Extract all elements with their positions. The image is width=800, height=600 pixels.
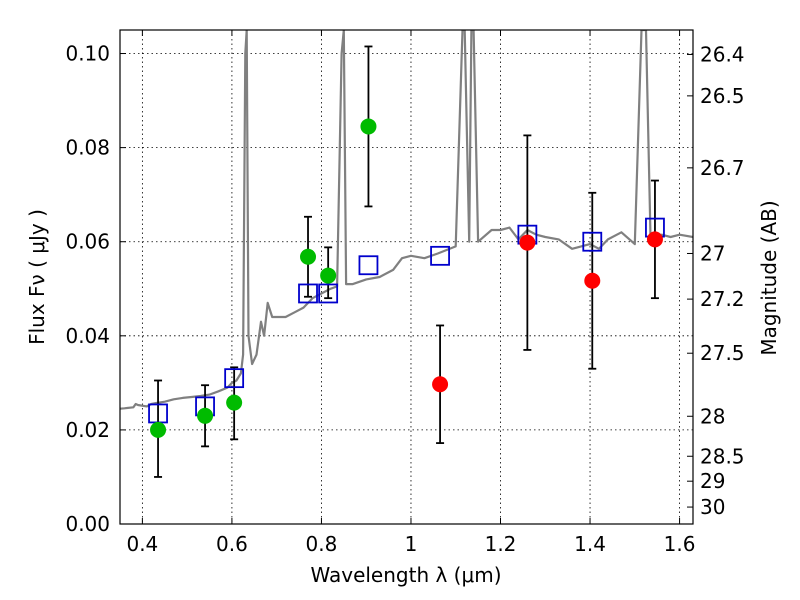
- model-photometry-square: [582, 231, 603, 252]
- y-tick-label: 0.10: [65, 42, 110, 66]
- model-photometry-square: [358, 255, 379, 276]
- observed-point: [226, 394, 243, 411]
- model-spectrum-layer: [120, 30, 693, 410]
- model-photometry-square: [224, 368, 245, 389]
- plot-frame: [119, 29, 694, 525]
- observed-point: [360, 118, 377, 135]
- y2-tick-label: 28: [700, 404, 725, 428]
- x-tick-label: 1.6: [664, 532, 696, 556]
- x-tick-label: 1.2: [485, 532, 517, 556]
- markers-layer: [148, 118, 665, 438]
- x-tick-label: 1: [405, 532, 418, 556]
- y2-tick-label: 28.5: [700, 444, 745, 468]
- y-tick-label: 0.06: [65, 230, 110, 254]
- observed-point: [150, 421, 167, 438]
- observed-point: [519, 234, 536, 251]
- model-photometry-square: [430, 245, 450, 266]
- grid: [120, 30, 693, 525]
- y2-tick-label: 26.5: [700, 84, 745, 108]
- model-spectrum-line: [120, 30, 693, 410]
- y-axis-label: Flux Fν ( μJy ): [25, 209, 49, 345]
- y2-tick-label: 26.7: [700, 156, 745, 180]
- y2-axis-label: Magnitude (AB): [757, 200, 781, 355]
- y2-tick-label: 27: [700, 241, 725, 265]
- y-tick-label: 0.00: [65, 512, 110, 536]
- y2-tick-label: 30: [700, 495, 725, 519]
- x-tick-label: 0.8: [306, 532, 338, 556]
- y2-tick-label: 27.5: [700, 341, 745, 365]
- observed-point: [300, 248, 317, 265]
- y2-tick-label: 26.4: [700, 42, 745, 66]
- y-tick-label: 0.08: [65, 136, 110, 160]
- model-photometry-square: [298, 283, 318, 304]
- ticks-layer: 0.4 0.6 0.8 1 1.2 1.4 1.6 0.00 0.02 0.04 0.06 0.08 0…: [65, 30, 745, 556]
- y-tick-label: 0.02: [65, 418, 110, 442]
- observed-point: [320, 267, 337, 284]
- y-tick-label: 0.04: [65, 324, 110, 348]
- y2-tick-label: 29: [700, 469, 725, 493]
- model-photometry-square: [318, 283, 339, 304]
- observed-point: [646, 231, 663, 248]
- observed-point: [584, 272, 601, 289]
- observed-point: [432, 376, 449, 393]
- x-tick-label: 0.6: [216, 532, 248, 556]
- x-axis-label: Wavelength λ (μm): [310, 563, 501, 587]
- x-tick-label: 0.4: [126, 532, 158, 556]
- observed-point: [197, 407, 214, 424]
- y2-tick-label: 27.2: [700, 287, 745, 311]
- plot-background: [120, 30, 693, 524]
- x-tick-label: 1.4: [574, 532, 606, 556]
